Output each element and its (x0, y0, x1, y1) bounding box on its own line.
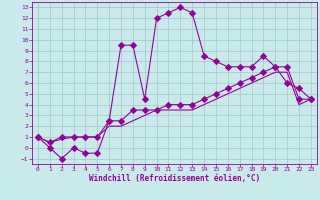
X-axis label: Windchill (Refroidissement éolien,°C): Windchill (Refroidissement éolien,°C) (89, 174, 260, 183)
